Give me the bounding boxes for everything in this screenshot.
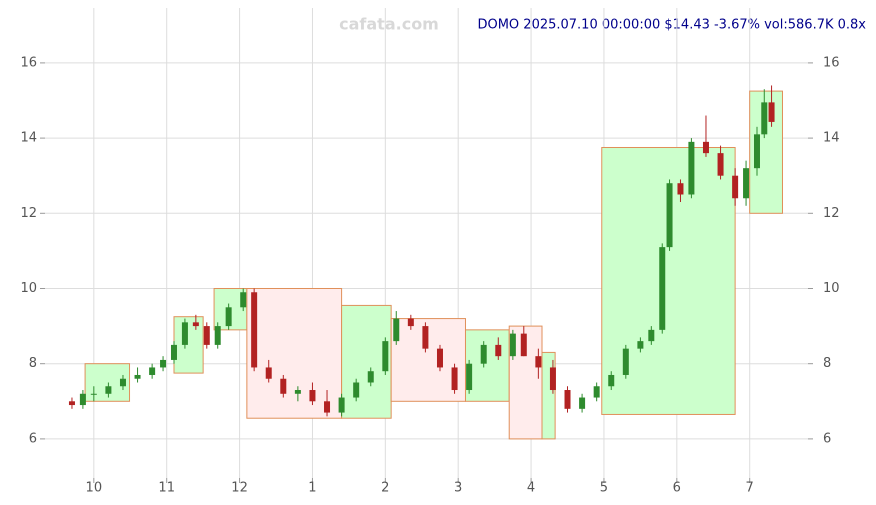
candle-body (677, 183, 684, 195)
candle-body (353, 382, 360, 398)
range-box (246, 287, 343, 419)
x-tick-label: 5 (600, 481, 608, 496)
candle-body (509, 333, 516, 357)
candle-body (579, 397, 586, 409)
candle-body (608, 374, 615, 387)
chart-title: DOMO 2025.07.10 00:00:00 $14.43 -3.67% v… (477, 18, 866, 33)
watermark: cafata.com (339, 15, 439, 34)
candle-body (79, 393, 86, 406)
y-tick-label: 8 (29, 356, 37, 371)
x-tick-label: 7 (746, 481, 754, 496)
candle-body (181, 322, 188, 345)
candle-body (688, 141, 695, 195)
y-tick-label: 16 (20, 55, 37, 70)
candle-body (659, 247, 666, 330)
candle-body (149, 367, 156, 375)
candle-body (622, 348, 629, 375)
candle-body (324, 401, 331, 413)
candle-body (160, 359, 167, 368)
range-box (464, 329, 510, 402)
candle-body (170, 344, 177, 360)
x-tick-label: 10 (86, 481, 103, 496)
candle-body (564, 390, 571, 409)
candle-body (407, 318, 414, 327)
candle-body (393, 318, 400, 342)
candle-body (535, 356, 542, 368)
candle-body (338, 397, 345, 413)
candle-body (451, 367, 458, 391)
x-tick-label: 6 (673, 481, 681, 496)
candle-body (192, 322, 199, 327)
candle-body (134, 374, 141, 379)
candle-body (520, 333, 527, 357)
x-tick-label: 3 (454, 481, 462, 496)
y-tick-label: 12 (823, 206, 840, 221)
candle-body (214, 326, 221, 345)
y-tick-label: 8 (823, 356, 831, 371)
candle-body (593, 386, 600, 398)
candle-body (251, 292, 258, 368)
y-tick-label: 14 (20, 131, 37, 146)
x-tick-label: 12 (231, 481, 248, 496)
candle-body (436, 348, 443, 368)
candle-body (549, 367, 556, 391)
y-tick-label: 6 (823, 431, 831, 446)
candle-body (666, 183, 673, 248)
y-tick-label: 10 (823, 281, 840, 296)
x-tick-label: 2 (381, 481, 389, 496)
candle-body (240, 292, 247, 308)
candle-body (90, 393, 97, 395)
candle-body (637, 341, 644, 349)
candle-body (68, 401, 75, 406)
candle-body (265, 367, 272, 379)
candle-body (105, 386, 112, 394)
x-tick-label: 11 (158, 481, 175, 496)
candle-body (422, 326, 429, 349)
candle-body (761, 102, 768, 135)
candle-body (225, 307, 232, 327)
candle-body (717, 153, 724, 176)
candle-body (382, 341, 389, 372)
candle-body (280, 378, 287, 394)
range-box (84, 363, 131, 402)
candle-body (480, 344, 487, 364)
candle-body (367, 371, 374, 383)
candle-body (768, 102, 775, 122)
candle-body (648, 329, 655, 342)
candle-body (203, 326, 210, 345)
candle-body (294, 390, 301, 394)
candle-body (309, 390, 316, 402)
y-tick-label: 12 (20, 206, 37, 221)
y-tick-label: 6 (29, 431, 37, 446)
candle-body (732, 175, 739, 199)
y-tick-label: 16 (823, 55, 840, 70)
candle-body (119, 378, 126, 387)
y-tick-label: 10 (20, 281, 37, 296)
x-tick-label: 1 (308, 481, 316, 496)
candle-body (466, 363, 473, 391)
y-tick-label: 14 (823, 131, 840, 146)
candle-body (753, 134, 760, 169)
candle-body (743, 168, 750, 199)
candle-body (702, 141, 709, 154)
candle-body (495, 344, 502, 357)
x-tick-label: 4 (527, 481, 535, 496)
